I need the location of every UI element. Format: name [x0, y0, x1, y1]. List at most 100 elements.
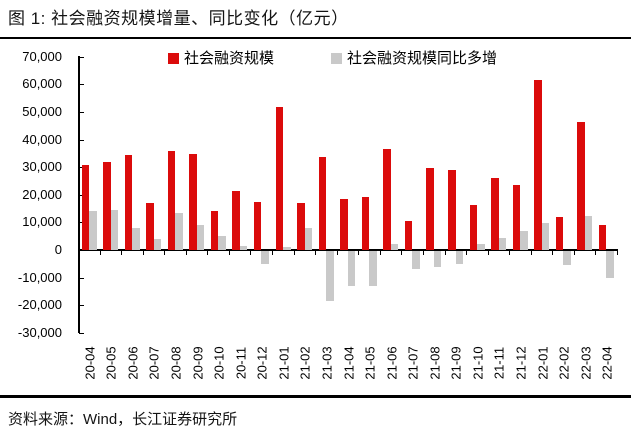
- x-axis-label: 20-12: [254, 346, 270, 380]
- x-axis-label: 21-03: [319, 346, 335, 380]
- red-bar-20-09: [189, 154, 197, 250]
- x-axis-tick: [422, 250, 424, 255]
- gray-bar-22-03: [584, 215, 593, 250]
- legend-item-total-social-financing: 社会融资规模: [168, 51, 274, 66]
- red-bar-21-02: [297, 202, 305, 250]
- y-axis-label: -20,000: [17, 297, 62, 313]
- x-axis-tick: [315, 250, 317, 255]
- x-axis-label: 22-02: [556, 346, 572, 380]
- x-axis-tick: [552, 250, 554, 255]
- x-axis-tick: [487, 250, 489, 255]
- x-axis-tick: [99, 250, 101, 255]
- gray-bar-21-01: [283, 246, 291, 250]
- gray-bar-20-12: [261, 250, 269, 264]
- y-axis-tick: [79, 111, 84, 113]
- x-axis-tick: [228, 250, 230, 255]
- gray-bar-22-04: [606, 250, 614, 278]
- y-axis-label: 60,000: [22, 76, 62, 92]
- legend-label: 社会融资规模: [184, 50, 275, 67]
- gray-bar-21-12: [520, 230, 528, 250]
- x-axis-label: 22-01: [535, 346, 551, 380]
- gray-bar-22-02: [563, 250, 571, 266]
- y-axis-label: 40,000: [22, 131, 62, 147]
- x-axis-label: 20-04: [82, 346, 98, 380]
- y-axis-label: 20,000: [22, 186, 62, 202]
- y-axis-tick: [79, 277, 84, 279]
- x-axis-label: 20-07: [146, 346, 162, 380]
- y-axis-label: 70,000: [22, 48, 62, 64]
- gray-bar-21-05: [369, 250, 377, 286]
- gray-bar-20-05: [110, 209, 119, 250]
- y-axis-tick: [79, 250, 84, 251]
- gray-bar-20-11: [239, 246, 248, 250]
- red-bar-20-08: [167, 151, 176, 250]
- gray-bar-21-04: [347, 250, 356, 286]
- red-bar-21-09: [448, 169, 456, 250]
- x-axis-label: 21-02: [297, 346, 313, 380]
- red-bar-20-10: [210, 211, 219, 250]
- figure-title: 图 1: 社会融资规模增量、同比变化（亿元）: [8, 9, 349, 28]
- x-axis-label: 21-10: [470, 346, 486, 380]
- x-axis-label: 21-05: [362, 346, 378, 380]
- x-axis-label: 20-11: [233, 346, 249, 380]
- red-bar-21-05: [361, 196, 370, 250]
- red-bar-20-12: [253, 202, 262, 250]
- gray-bar-21-10: [477, 244, 485, 250]
- x-axis-tick: [121, 250, 123, 255]
- x-axis-label: 21-07: [405, 346, 421, 380]
- source-note: 资料来源：Wind，长江证券研究所: [8, 411, 238, 428]
- gray-bar-22-01: [541, 223, 550, 250]
- gray-bar-20-07: [153, 239, 162, 250]
- x-axis-tick: [444, 250, 446, 255]
- x-axis-label: 21-09: [448, 346, 464, 380]
- x-axis-label: 20-09: [190, 346, 206, 380]
- x-axis-label: 20-05: [103, 346, 119, 380]
- x-axis-label: 20-06: [125, 346, 141, 380]
- x-axis-tick: [293, 250, 295, 255]
- red-bar-20-04: [81, 164, 89, 250]
- gray-bar-20-10: [218, 235, 226, 250]
- y-axis-label: -10,000: [17, 269, 62, 285]
- red-bar-21-01: [275, 107, 284, 250]
- gray-bar-21-06: [390, 244, 399, 250]
- gray-bar-21-11: [498, 237, 507, 250]
- x-axis-tick: [530, 250, 532, 255]
- x-axis-label: 21-08: [427, 346, 443, 380]
- red-bar-20-11: [232, 191, 240, 250]
- red-bar-20-07: [146, 203, 154, 250]
- red-bar-21-12: [512, 184, 521, 250]
- x-axis-tick: [207, 250, 209, 255]
- red-bar-21-08: [426, 168, 434, 250]
- x-axis-label: 21-06: [384, 346, 400, 380]
- x-axis-tick: [78, 250, 79, 255]
- y-axis-tick: [79, 84, 84, 86]
- gray-bar-21-03: [326, 250, 334, 301]
- x-axis-label: 21-01: [276, 346, 292, 380]
- y-axis-label: 10,000: [22, 214, 62, 230]
- gray-bar-20-04: [89, 211, 97, 250]
- x-axis-tick: [272, 250, 274, 255]
- gray-bar-21-09: [455, 250, 464, 264]
- red-bar-21-04: [340, 198, 348, 250]
- red-bar-20-05: [103, 161, 111, 250]
- x-axis-label: 21-12: [513, 346, 529, 380]
- x-axis-tick: [250, 250, 252, 255]
- gray-bar-20-08: [175, 212, 183, 250]
- gray-bar-21-07: [412, 250, 420, 269]
- x-axis-tick: [401, 250, 403, 255]
- red-bar-21-10: [469, 205, 478, 250]
- y-axis-tick: [79, 305, 84, 307]
- footer-rule: [0, 395, 631, 398]
- y-axis-tick: [79, 139, 84, 141]
- y-axis-label: 30,000: [22, 159, 62, 175]
- x-axis-tick: [358, 250, 360, 255]
- y-axis-label: 0: [54, 242, 62, 257]
- title-rule: [0, 37, 631, 39]
- red-bar-22-04: [598, 224, 607, 250]
- gray-bar-21-02: [304, 228, 313, 250]
- x-axis-tick: [185, 250, 187, 255]
- y-axis-line: [78, 56, 80, 334]
- gray-bar-20-09: [196, 224, 205, 250]
- legend-item-yoy-change: 社会融资规模同比多增: [331, 51, 497, 66]
- y-axis-tick: [79, 332, 84, 334]
